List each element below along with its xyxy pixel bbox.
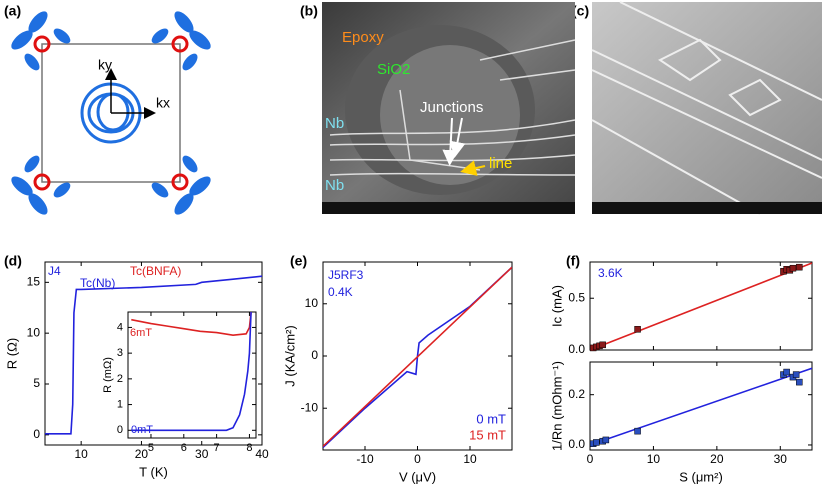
x-tick-label: 20 xyxy=(710,452,724,466)
panel-label: (d) xyxy=(4,253,22,269)
annotation: 3.6K xyxy=(598,266,623,280)
label: Junctions xyxy=(420,99,483,116)
annotation: 0.4K xyxy=(328,285,353,299)
label: Nb xyxy=(325,177,344,194)
axis-label: kx xyxy=(156,95,170,111)
data-point xyxy=(796,263,803,271)
legend-label: 0 mT xyxy=(476,411,506,426)
y-tick-label: 5 xyxy=(33,376,40,390)
y-tick-label: 0.5 xyxy=(568,290,585,304)
panel-label: (a) xyxy=(4,3,21,19)
y-tick-label: 0 xyxy=(311,348,318,362)
panel-label: (b) xyxy=(300,3,318,19)
y-tick-label: 10 xyxy=(305,296,319,310)
data-point xyxy=(599,341,606,349)
data-point xyxy=(792,371,800,378)
x-tick-label: 7 xyxy=(214,442,220,454)
y-tick-label: 10 xyxy=(27,325,41,339)
panel-label: (f) xyxy=(566,253,580,269)
annotation: J4 xyxy=(48,264,61,278)
x-axis-label: V (μV) xyxy=(399,469,436,484)
x-tick-label: 20 xyxy=(135,447,149,461)
label: Nb xyxy=(325,115,344,132)
x-tick-label: 10 xyxy=(463,452,477,466)
x-tick-label: 0 xyxy=(587,452,594,466)
sem-image xyxy=(591,1,822,215)
x-tick-label: 5 xyxy=(148,442,154,454)
annotation: Tc(BNFA) xyxy=(130,264,181,278)
y-axis-label: R (Ω) xyxy=(4,338,19,369)
y-tick-label: 0.0 xyxy=(568,342,585,356)
annotation: Tc(Nb) xyxy=(80,276,115,290)
y-axis-label: R (mΩ) xyxy=(102,357,114,393)
y-tick-label: 0 xyxy=(117,424,123,436)
data-point xyxy=(634,427,641,435)
y-axis-label: 1/Rn (mOhm⁻¹) xyxy=(549,361,564,451)
panel-label: (e) xyxy=(290,253,307,269)
annotation: 0mT xyxy=(131,424,153,436)
data-point xyxy=(593,439,600,446)
label: Epoxy xyxy=(342,29,384,46)
x-tick-label: 10 xyxy=(74,447,88,461)
data-line xyxy=(131,312,252,432)
annotation: 6mT xyxy=(130,327,152,339)
y-tick-label: 1 xyxy=(117,398,123,410)
sem-image xyxy=(322,2,576,214)
x-tick-label: 30 xyxy=(774,452,788,466)
y-tick-label: 2 xyxy=(117,373,123,385)
y-tick-label: 3 xyxy=(117,347,123,359)
data-line xyxy=(45,275,262,435)
y-tick-label: 15 xyxy=(27,275,41,289)
data-line xyxy=(590,367,812,446)
y-tick-label: 0 xyxy=(33,427,40,441)
legend-label: 15 mT xyxy=(469,427,506,442)
x-tick-label: 10 xyxy=(647,452,661,466)
y-tick-label: 4 xyxy=(117,321,123,333)
plot-frame xyxy=(127,311,257,439)
chart: 0.0 0.5 Ic (mA) 3.6K xyxy=(549,261,813,356)
annotation: J5RF3 xyxy=(328,268,364,282)
data-point xyxy=(783,368,790,376)
data-point xyxy=(796,378,803,386)
x-tick-label: 30 xyxy=(195,447,209,461)
x-tick-label: 8 xyxy=(246,442,252,454)
axis-label: ky xyxy=(98,57,112,73)
label: line xyxy=(489,155,512,172)
y-axis-label: J (KA/cm²) xyxy=(282,325,297,386)
x-tick-label: -10 xyxy=(356,452,374,466)
chart: 0 10 20 30 0.0 0.2 S (μm²) 1/Rn (mOhm⁻¹) xyxy=(549,361,813,484)
chart: 5 6 7 8 0 1 2 3 4 R (mΩ) 6mT 0mT xyxy=(102,311,257,454)
x-tick-label: 40 xyxy=(255,447,269,461)
x-tick-label: 6 xyxy=(181,442,187,454)
x-tick-label: 0 xyxy=(414,452,421,466)
data-line xyxy=(590,262,812,350)
data-point xyxy=(789,264,797,272)
y-tick-label: 0.0 xyxy=(568,437,585,451)
data-line xyxy=(323,266,512,447)
y-axis-label: Ic (mA) xyxy=(549,285,564,327)
panel-label: (c) xyxy=(572,3,589,19)
data-line xyxy=(131,312,252,336)
x-axis-label: S (μm²) xyxy=(679,469,723,484)
data-point xyxy=(634,326,641,333)
y-tick-label: 0.2 xyxy=(568,387,585,401)
y-tick-label: -10 xyxy=(301,400,319,414)
label: SiO2 xyxy=(377,61,410,78)
x-axis-label: T (K) xyxy=(139,464,168,479)
fermi-surface xyxy=(11,11,211,215)
data-point xyxy=(602,436,610,444)
